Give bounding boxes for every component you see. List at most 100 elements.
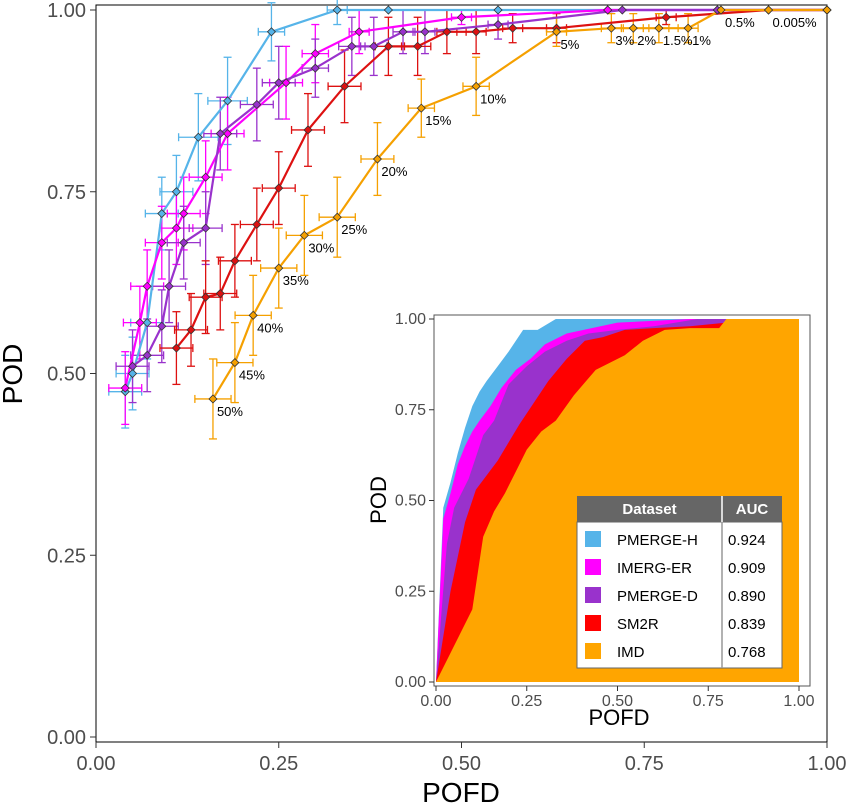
inset-y-tick-label: 0.50 — [395, 493, 426, 510]
main-axis-ticks: 0.00 0.25 0.50 0.75 1.00 0.00 0.25 0.50 0.75 1.00 — [47, 0, 846, 775]
imerg-er-point — [354, 27, 364, 37]
auc-legend-table: Dataset AUC PMERGE-H 0.924 IMERG-ER 0.909 PMER… — [576, 496, 783, 669]
sm2r-point — [339, 81, 350, 91]
threshold-label: 3% — [615, 33, 634, 48]
sm2r-point — [215, 288, 225, 299]
imd-point — [208, 394, 218, 404]
pmerge-h-point — [266, 27, 277, 37]
imerg-er-point — [201, 172, 211, 182]
main-x-axis-title: POFD — [422, 777, 500, 807]
sm2r-point — [186, 325, 196, 335]
sm2r-legend-label: SM2R — [617, 616, 659, 633]
sm2r-point — [383, 41, 393, 51]
pmerge-d-point — [274, 78, 284, 88]
imd-point — [299, 230, 309, 240]
inset-auc-chart: 0.00 0.25 0.50 0.75 1.00 0.00 0.25 0.50 0.75 1.00… — [366, 311, 815, 730]
sm2r-point — [508, 23, 518, 33]
threshold-label: 35% — [283, 273, 309, 288]
inset-y-tick-label: 0.75 — [395, 402, 426, 419]
imd-point — [230, 358, 240, 368]
pmerge-h-point — [193, 132, 203, 142]
sm2r-legend-swatch — [585, 615, 601, 631]
pmerge-h-legend-auc: 0.924 — [728, 532, 766, 549]
pmerge-h-point — [332, 5, 342, 15]
imd-point — [822, 5, 832, 15]
imd-point — [471, 81, 481, 91]
pmerge-d-point — [179, 238, 189, 248]
sm2r-point — [171, 343, 181, 353]
sm2r-point — [413, 41, 423, 51]
pmerge-d-point — [420, 27, 430, 37]
imd-point — [372, 154, 383, 164]
pmerge-d-point — [142, 350, 152, 360]
pmerge-d-point — [164, 281, 174, 291]
sm2r-point — [201, 292, 211, 302]
threshold-label: 0.005% — [773, 15, 818, 30]
pmerge-h-point — [383, 5, 393, 15]
imd-legend-label: IMD — [617, 644, 645, 661]
imerg-er-legend-auc: 0.909 — [728, 560, 766, 577]
pmerge-d-point — [398, 27, 408, 37]
threshold-label: 20% — [381, 164, 407, 179]
pmerge-d-point — [157, 321, 167, 331]
pmerge-h-point — [223, 96, 233, 106]
main-x-tick-label: 1.00 — [808, 753, 847, 775]
sm2r-point — [471, 27, 481, 37]
pmerge-d-point — [310, 63, 320, 73]
imerg-er-point — [223, 129, 233, 139]
threshold-label: 2% — [637, 33, 656, 48]
pmerge-d-legend-auc: 0.890 — [728, 588, 766, 605]
pmerge-h-legend-swatch — [585, 531, 601, 547]
imd-point — [606, 23, 616, 33]
sm2r-point — [661, 12, 671, 22]
imd-point — [683, 23, 693, 33]
main-series-points — [120, 5, 832, 404]
inset-x-tick-label: 0.00 — [420, 693, 451, 710]
inset-x-tick-label: 1.00 — [783, 693, 814, 710]
inset-y-tick-label: 1.00 — [395, 311, 426, 328]
pmerge-h-legend-label: PMERGE-H — [617, 532, 698, 549]
pmerge-h-point — [493, 5, 503, 15]
imd-point — [654, 23, 664, 33]
imd-legend-swatch — [585, 643, 601, 659]
threshold-label: 45% — [239, 368, 265, 383]
imerg-er-legend-label: IMERG-ER — [617, 560, 692, 577]
main-y-tick-label: 0.50 — [47, 364, 86, 386]
threshold-label: 10% — [480, 91, 506, 106]
imd-legend-auc: 0.768 — [728, 644, 766, 661]
imd-point — [416, 103, 426, 113]
imerg-er-legend-swatch — [585, 559, 601, 575]
imerg-er-point — [157, 238, 167, 248]
imerg-er-point — [281, 78, 291, 88]
legend-header-auc: AUC — [736, 501, 769, 518]
main-x-tick-label: 0.00 — [77, 753, 116, 775]
imd-point — [332, 212, 342, 222]
threshold-label: 15% — [425, 113, 451, 128]
sm2r-point — [442, 27, 452, 37]
sm2r-point — [252, 219, 262, 230]
pmerge-h-point — [127, 368, 138, 379]
threshold-label: 50% — [217, 404, 243, 419]
main-y-tick-label: 0.00 — [47, 727, 86, 749]
pmerge-h-point — [171, 187, 181, 197]
pmerge-d-point — [127, 361, 138, 371]
legend-header-row — [577, 496, 782, 522]
inset-x-axis-title: POFD — [588, 705, 649, 730]
threshold-label: 0.5% — [725, 15, 755, 30]
imd-point — [763, 5, 774, 15]
sm2r-legend-auc: 0.839 — [728, 616, 766, 633]
inset-y-tick-label: 0.25 — [395, 583, 426, 600]
inset-x-tick-label: 0.75 — [693, 693, 724, 710]
pmerge-d-point — [201, 223, 211, 233]
main-x-tick-label: 0.75 — [625, 753, 664, 775]
sm2r-point — [303, 125, 313, 135]
legend-body — [576, 521, 783, 669]
threshold-label: 5% — [561, 37, 580, 52]
threshold-labels: 50% 45% 40% 35% 30% 25% 20% 15% 10% 5% 3% 2% 1.5% 1% 0… — [217, 15, 817, 419]
imd-point — [716, 5, 726, 15]
imerg-er-point — [603, 5, 613, 15]
imerg-er-point — [135, 318, 145, 328]
imd-point — [248, 310, 258, 320]
